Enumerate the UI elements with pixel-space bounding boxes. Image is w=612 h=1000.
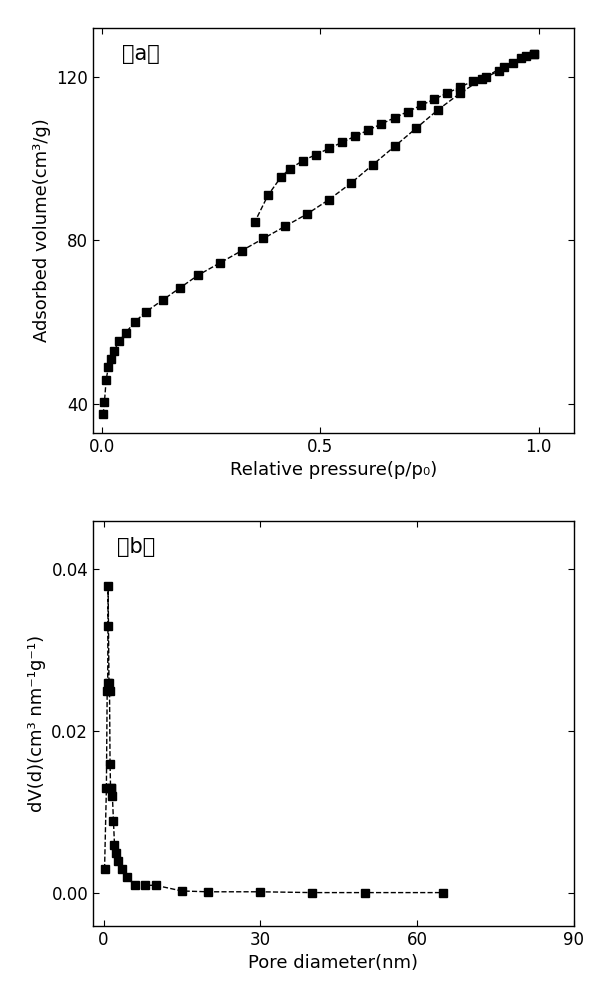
X-axis label: Pore diameter(nm): Pore diameter(nm) <box>248 954 419 972</box>
X-axis label: Relative pressure(p/p₀): Relative pressure(p/p₀) <box>230 461 437 479</box>
Y-axis label: Adsorbed volume(cm³/g): Adsorbed volume(cm³/g) <box>33 118 51 342</box>
Text: （b）: （b） <box>117 537 155 557</box>
Y-axis label: dV(d)(cm³ nm⁻¹g⁻¹): dV(d)(cm³ nm⁻¹g⁻¹) <box>28 635 46 812</box>
Text: （a）: （a） <box>122 44 160 64</box>
